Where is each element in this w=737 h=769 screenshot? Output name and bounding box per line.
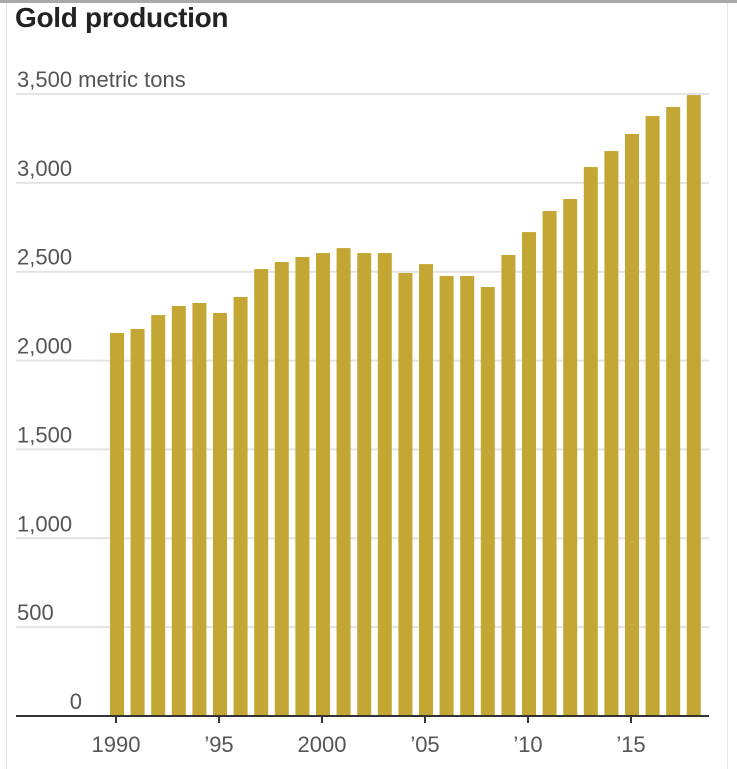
bar-1997 [254,269,269,716]
y-tick-label: 500 [17,600,54,625]
x-tick-label: 1990 [92,732,141,757]
bar-2017 [666,106,681,716]
y-tick-label: 3,000 [17,156,72,181]
x-tick-label: ’15 [616,732,645,757]
bar-2010 [522,232,536,717]
bar-1995 [213,312,227,716]
bar-2016 [645,116,660,717]
y-tick-label: 3,500 metric tons [17,67,186,92]
bar-1993 [171,306,186,716]
x-axis: 1990 ’95 2000 ’05 ’10 ’15 [16,715,709,757]
bar-1998 [274,261,289,716]
x-tick-label: ’05 [410,732,439,757]
bar-2004 [398,272,413,716]
bar-2008 [480,286,495,716]
bar-2009 [501,255,516,716]
bar-1991 [130,328,145,716]
top-border [0,0,737,3]
bar-1996 [233,296,248,716]
left-border [6,3,7,769]
bar-2012 [563,199,578,716]
bar-1990 [110,333,124,716]
y-axis-labels: 0 500 1,000 1,500 2,000 2,500 3,000 3,500 metri… [17,67,186,714]
x-tick-label: ’95 [204,732,233,757]
bar-2005 [419,264,433,716]
y-tick-label: 2,000 [17,334,72,359]
bar-2001 [336,248,351,716]
right-border [727,3,728,769]
x-tick-label: ’10 [513,732,542,757]
x-tick-label: 2000 [298,732,347,757]
y-tick-label: 1,000 [17,511,72,536]
bar-2014 [604,151,619,717]
bar-2007 [460,275,475,716]
bar-1994 [192,302,207,716]
y-tick-label: 1,500 [17,422,72,447]
bar-2000 [316,253,330,716]
bars [110,95,701,717]
bar-2002 [357,253,372,716]
bar-1999 [295,256,310,716]
bar-2013 [583,167,598,716]
y-tick-label: 2,500 [17,245,72,270]
chart-title: Gold production [15,2,229,33]
bar-2015 [625,133,639,716]
bar-2018 [686,95,701,716]
bar-1992 [151,315,166,716]
bar-2006 [439,275,454,716]
bar-2003 [377,253,392,716]
bar-2011 [542,210,557,716]
y-tick-label: 0 [70,689,82,714]
